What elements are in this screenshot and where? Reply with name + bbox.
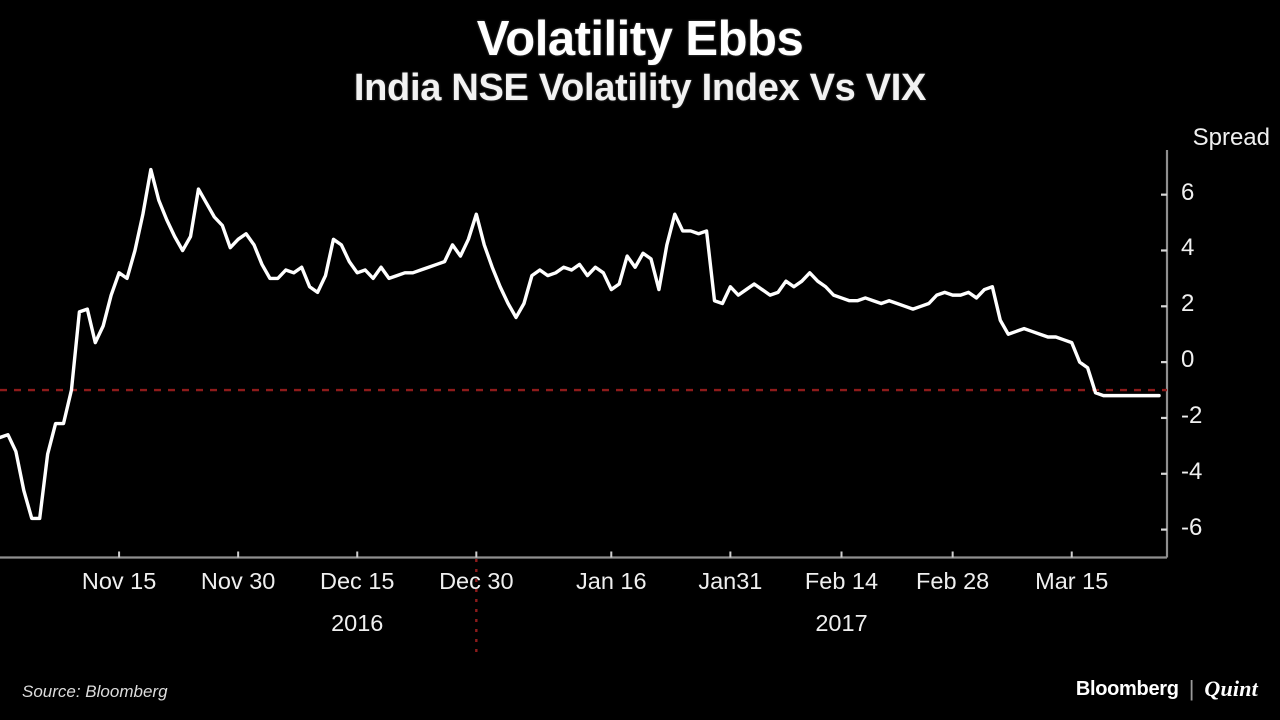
x-axis-ticks	[118, 551, 1073, 558]
source-note: Source: Bloomberg	[22, 682, 168, 701]
brand-divider: |	[1188, 676, 1195, 701]
bloomberg-logo: Bloomberg	[1075, 677, 1179, 700]
spread-series-line	[0, 167, 1161, 521]
y-axis-ticks	[1161, 193, 1167, 531]
brand-bar: Bloomberg | Quint	[1076, 676, 1258, 702]
quint-logo: Quint	[1204, 676, 1258, 701]
